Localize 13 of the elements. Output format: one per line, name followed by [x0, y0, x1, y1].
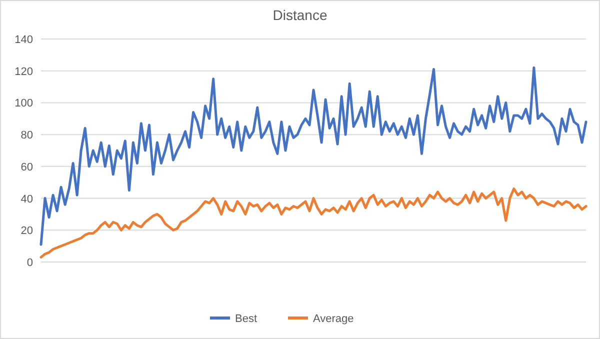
y-tick-label: 100: [14, 98, 33, 110]
line-series: [40, 66, 588, 246]
y-tick-label: 120: [14, 66, 33, 78]
line-series: [40, 187, 588, 258]
chart-title: Distance: [272, 7, 328, 23]
y-tick-label: 20: [20, 225, 33, 238]
legend-label: Best: [235, 313, 258, 325]
legend-label: Average: [313, 313, 354, 325]
y-tick-label: 0: [26, 257, 33, 269]
y-tick-label: 40: [20, 193, 33, 206]
y-tick-label: 60: [20, 161, 33, 174]
y-tick-label: 140: [14, 34, 33, 46]
y-tick-label: 80: [20, 130, 33, 142]
